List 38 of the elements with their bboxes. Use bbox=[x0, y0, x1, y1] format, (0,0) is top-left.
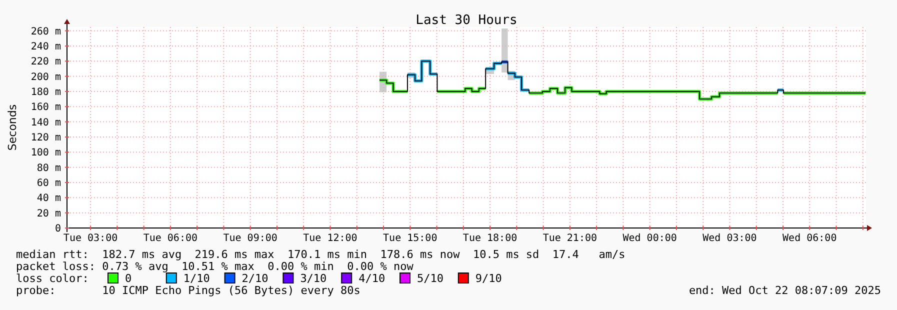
text: end: Wed Oct 22 08:07:09 2025 bbox=[688, 284, 881, 297]
x-tick-label: Tue 21:00 bbox=[542, 233, 598, 244]
y-tick-label: 180 m bbox=[30, 86, 61, 98]
y-tick-label: 20 m bbox=[36, 208, 61, 220]
legend-label: 1/10 bbox=[183, 272, 210, 285]
y-tick-label: 60 m bbox=[36, 178, 61, 189]
text: median rtt: 182.7 ms avg 219.6 ms max 170.1 ms min 178.6 ms now 10.5 ms sd 17.4 am/s bbox=[16, 248, 626, 261]
legend-title: loss color: bbox=[16, 272, 89, 285]
legend-label: 5/10 bbox=[417, 272, 444, 285]
x-tick-label: Wed 03:00 bbox=[702, 233, 757, 244]
x-tick-label: Tue 03:00 bbox=[63, 233, 118, 244]
legend-label: 2/10 bbox=[242, 272, 268, 285]
y-tick-label: 260 m bbox=[30, 26, 61, 38]
chart-title: Last 30 Hours bbox=[416, 13, 518, 28]
y-tick-label: 220 m bbox=[30, 56, 61, 68]
legend-label: 9/10 bbox=[475, 272, 502, 285]
y-tick-label: 200 m bbox=[30, 72, 61, 83]
x-tick-label: Tue 09:00 bbox=[223, 233, 278, 244]
y-tick-label: 100 m bbox=[30, 148, 61, 159]
y-tick-label: 80 m bbox=[36, 162, 61, 174]
y-tick-label: 240 m bbox=[30, 41, 61, 52]
y-tick-label: 140 m bbox=[30, 117, 61, 128]
x-tick-label: Tue 18:00 bbox=[462, 233, 518, 244]
y-tick-label: 160 m bbox=[30, 102, 61, 114]
legend-label: 0 bbox=[125, 272, 132, 285]
x-tick-label: Tue 06:00 bbox=[143, 233, 198, 244]
y-tick-label: 0 bbox=[54, 224, 61, 234]
x-tick-label: Tue 15:00 bbox=[383, 233, 438, 244]
text: probe: 10 ICMP Echo Pings (56 Bytes) every 80s bbox=[16, 284, 360, 297]
y-tick-label: 40 m bbox=[36, 193, 61, 204]
text: packet loss: 0.73 % avg 10.51 % max 0.00 % min 0.00 % now bbox=[16, 260, 414, 273]
x-tick-label: Wed 06:00 bbox=[782, 233, 837, 244]
y-tick-label: 120 m bbox=[30, 132, 61, 144]
legend-label: 4/10 bbox=[358, 272, 386, 285]
x-tick-label: Wed 00:00 bbox=[622, 233, 677, 244]
legend-label: 3/10 bbox=[300, 272, 327, 285]
x-tick-label: Tue 12:00 bbox=[303, 233, 358, 244]
y-axis-title: Seconds bbox=[6, 104, 19, 151]
